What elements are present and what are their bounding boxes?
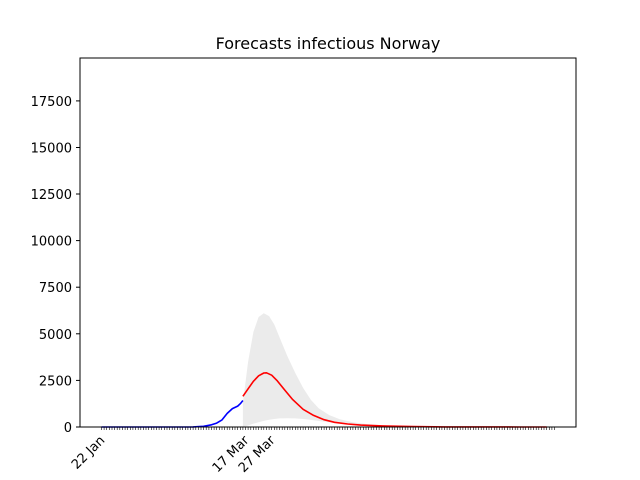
y-tick-label: 5000 bbox=[39, 328, 72, 343]
y-tick-label: 10000 bbox=[31, 235, 72, 250]
y-tick-label: 17500 bbox=[31, 95, 72, 110]
y-tick-layer: 0 2500 5000 7500 10000 12500 15000 17500 bbox=[31, 95, 80, 436]
series-layer bbox=[101, 371, 547, 428]
chart-title: Forecasts infectious Norway bbox=[216, 34, 441, 53]
y-tick-label: 2500 bbox=[39, 374, 72, 389]
plot-frame bbox=[79, 57, 577, 428]
y-tick-label: 15000 bbox=[31, 142, 72, 157]
series-line-1 bbox=[101, 399, 244, 428]
confidence-band-layer bbox=[242, 313, 547, 427]
forecast-band bbox=[242, 313, 547, 427]
y-tick-label: 0 bbox=[64, 421, 72, 436]
y-tick-label: 7500 bbox=[39, 281, 72, 296]
x-tick-label: 22 Jan bbox=[69, 433, 108, 472]
y-tick-label: 12500 bbox=[31, 188, 72, 203]
